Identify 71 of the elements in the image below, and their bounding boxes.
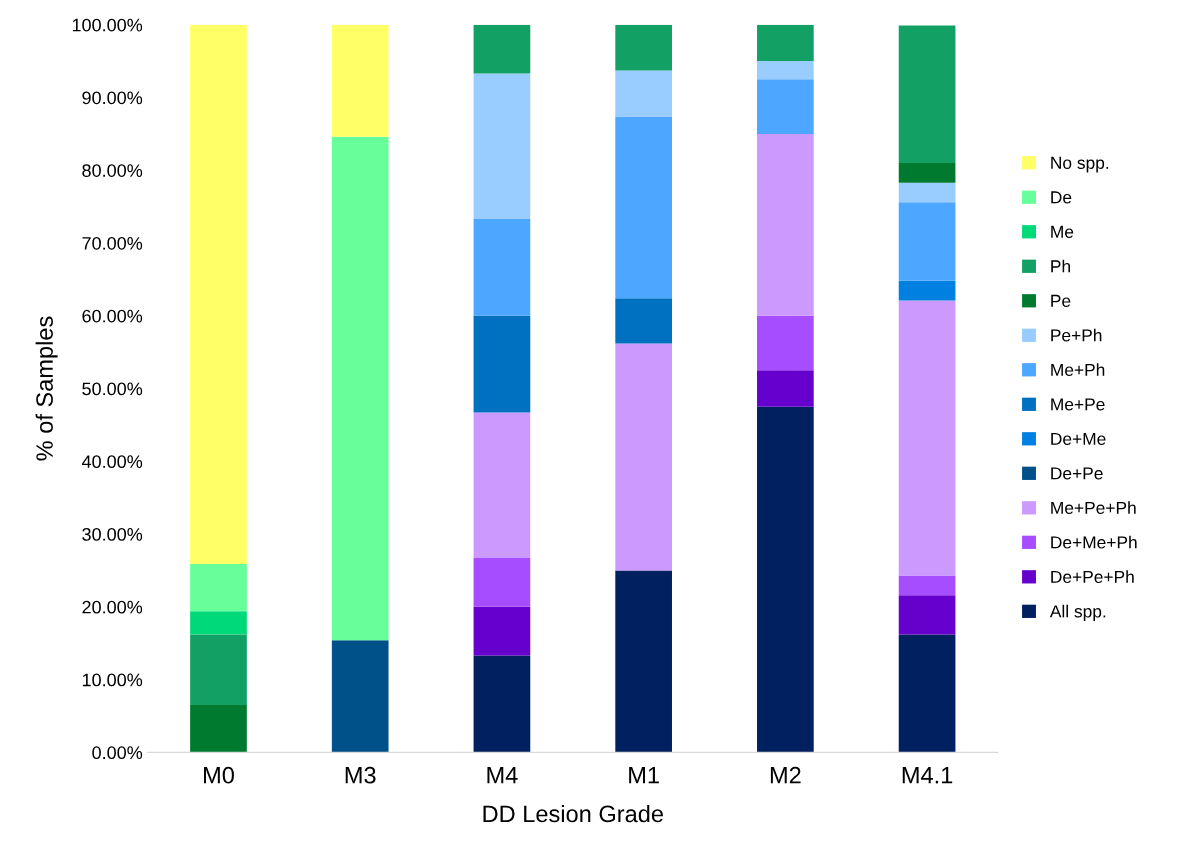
y-tick-label: 10.00% <box>82 673 143 687</box>
bar <box>190 611 247 635</box>
bar <box>898 182 956 203</box>
bar <box>615 343 672 571</box>
bar <box>898 202 956 281</box>
legend-label: All spp. <box>1049 604 1106 621</box>
legend-label: Ph <box>1051 259 1070 273</box>
bar <box>473 606 531 656</box>
legend-label: Me <box>1051 225 1074 238</box>
x-tick-label: M2 <box>770 766 801 784</box>
legend-label: De <box>1051 191 1072 204</box>
x-tick-label: M0 <box>204 766 234 784</box>
legend-label: Pe+Ph <box>1051 328 1102 342</box>
bar <box>757 79 814 134</box>
bar <box>331 136 389 641</box>
bar <box>898 575 956 596</box>
y-tick-label: 100.00% <box>72 18 143 32</box>
y-axis-title: % of Samples <box>35 316 58 461</box>
bar <box>190 705 247 753</box>
bar <box>473 558 531 607</box>
bar <box>190 24 247 564</box>
bar <box>331 640 389 753</box>
y-tick-label: 40.00% <box>81 455 143 469</box>
bar <box>898 595 956 635</box>
y-tick-label: 50.00% <box>82 382 143 396</box>
y-tick-label: 90.00% <box>82 91 143 105</box>
bar <box>757 61 814 80</box>
bar <box>757 315 814 371</box>
legend-label: No spp. <box>1051 156 1109 173</box>
y-tick-label: 30.00% <box>82 528 143 541</box>
legend-label: Me+Pe+Ph <box>1051 501 1136 515</box>
bar <box>473 412 531 559</box>
bar <box>190 563 247 612</box>
bar <box>473 73 531 220</box>
bar <box>331 24 389 137</box>
legend-label: Me+Pe <box>1051 398 1105 411</box>
y-tick-label: 60.00% <box>82 309 143 323</box>
bar <box>898 162 956 183</box>
bar <box>615 116 672 299</box>
bar <box>473 315 531 413</box>
bar <box>757 24 814 62</box>
x-tick-label: M4.1 <box>902 767 953 784</box>
bar <box>473 219 531 316</box>
x-axis-title: DD Lesion Grade <box>483 804 663 823</box>
bar <box>898 25 956 163</box>
y-tick-label: 0.00% <box>92 746 143 760</box>
bar <box>757 133 814 316</box>
legend-label: De+Me+Ph <box>1051 535 1137 549</box>
bar <box>757 370 814 407</box>
legend-label: Pe <box>1051 294 1071 307</box>
bar <box>898 280 956 301</box>
bar <box>615 70 672 117</box>
x-tick-label: M3 <box>345 766 376 784</box>
bar <box>898 634 956 753</box>
bar <box>473 655 531 753</box>
bar <box>615 24 672 71</box>
bar <box>757 406 814 753</box>
legend-label: De+Pe+Ph <box>1051 570 1134 584</box>
bar <box>615 298 672 344</box>
legend-label: De+Pe <box>1051 467 1103 480</box>
x-tick-label: M4 <box>487 767 518 784</box>
bar <box>615 570 672 753</box>
bar <box>898 300 956 576</box>
legend-label: Me+Ph <box>1051 363 1105 376</box>
y-tick-label: 80.00% <box>82 164 143 177</box>
y-tick-label: 20.00% <box>82 600 143 614</box>
legend-label: De+Me <box>1051 432 1106 446</box>
y-tick-label: 70.00% <box>82 236 143 250</box>
bar <box>473 24 531 74</box>
bar <box>190 634 247 706</box>
x-tick-label: M1 <box>629 767 659 784</box>
